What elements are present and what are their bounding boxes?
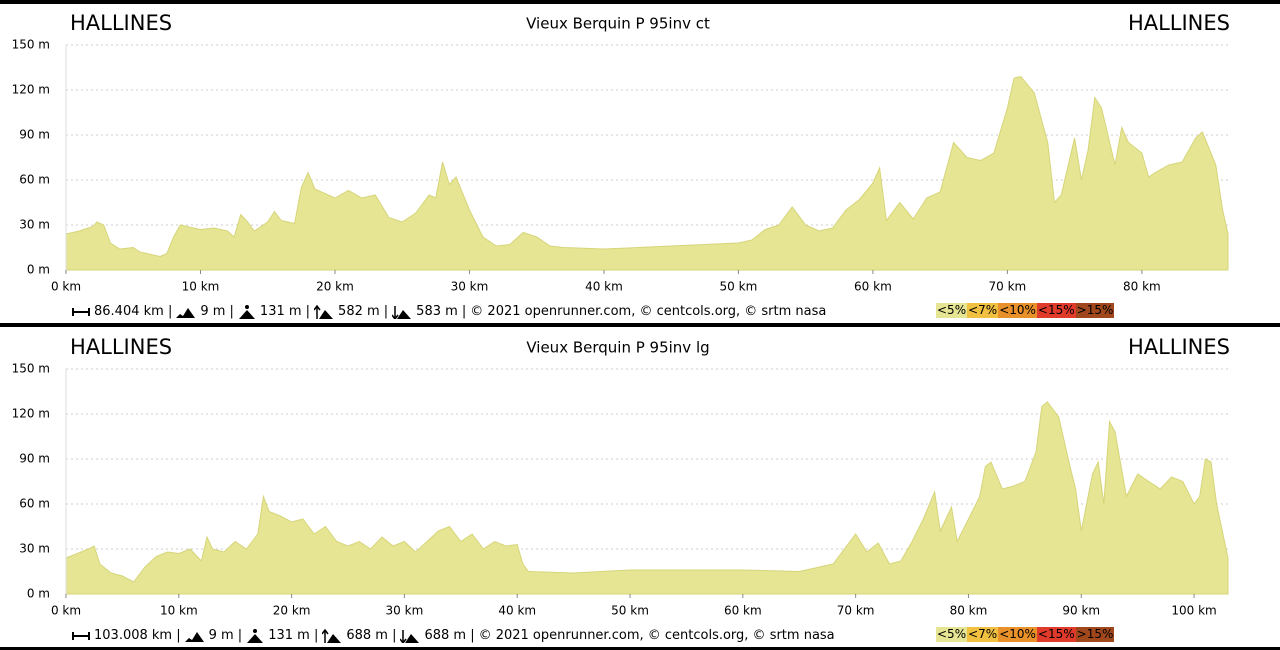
legend-entry: >15% [1075,303,1115,318]
start-label: HALLINES [70,335,172,359]
min: 9 m | [208,628,243,643]
legend-entry: >15% [1075,627,1115,642]
y-tick-label: 0 m [27,587,50,601]
descent: 583 m | [416,304,467,319]
y-tick-label: 30 m [19,218,50,232]
x-tick-label: 100 km [1171,604,1216,618]
x-tick-label: 10 km [160,604,198,618]
x-tick-label: 60 km [724,604,762,618]
y-tick-label: 120 m [12,83,50,97]
footer: 103.008 km | 9 m | 131 m | 688 m | 688 m… [72,628,835,643]
x-tick-label: 90 km [1062,604,1100,618]
x-tick-label: 80 km [1123,280,1161,294]
x-tick-label: 20 km [273,604,311,618]
border [0,323,1280,327]
descent-icon [400,629,420,643]
max-icon [238,304,255,319]
max-icon [247,628,264,643]
y-tick-label: 120 m [12,407,50,421]
credits: © 2021 openrunner.com, © centcols.org, ©… [478,628,835,643]
x-tick-label: 50 km [611,604,649,618]
legend-entry: <5% [936,627,968,642]
max: 131 m | [259,304,311,319]
chart-title: Vieux Berquin P 95inv lg [526,339,709,357]
distance-icon [72,631,90,640]
legend-entry: <5% [936,303,968,318]
x-tick-label: 0 km [51,604,81,618]
min-icon [176,307,196,318]
footer: 86.404 km | 9 m | 131 m | 582 m | 583 m … [72,304,826,319]
elevation-area [65,401,1229,595]
distance-icon [72,307,90,316]
ascent-icon [322,628,342,643]
y-tick-label: 60 m [19,173,50,187]
legend-entry: <10% [998,627,1037,642]
legend-entry: <15% [1036,303,1076,318]
y-tick-label: 0 m [27,263,50,277]
y-tick-label: 90 m [19,452,50,466]
x-tick-label: 10 km [182,280,220,294]
start-label: HALLINES [70,11,172,35]
end-label: HALLINES [1128,11,1230,35]
min: 9 m | [200,304,234,319]
descent-icon [392,305,412,319]
y-tick-label: 30 m [19,542,50,556]
legend-entry: <10% [998,303,1037,318]
x-tick-label: 30 km [386,604,424,618]
ascent: 688 m | [346,628,397,643]
legend-entry: <7% [967,627,999,642]
border [0,0,1280,4]
x-tick-label: 40 km [585,280,623,294]
x-tick-label: 60 km [854,280,892,294]
border [0,647,1280,650]
x-tick-label: 20 km [316,280,354,294]
min-icon [184,631,204,642]
x-tick-label: 70 km [989,280,1027,294]
chart-title: Vieux Berquin P 95inv ct [526,15,710,33]
descent: 688 m | [424,628,475,643]
x-tick-label: 0 km [51,280,81,294]
end-label: HALLINES [1128,335,1230,359]
y-tick-label: 150 m [12,38,50,52]
legend: <5% <7% <10% <15% >15% [936,303,1115,318]
legend-entry: <7% [967,303,999,318]
x-tick-label: 30 km [451,280,489,294]
x-tick-label: 80 km [950,604,988,618]
legend-entry: <15% [1036,627,1076,642]
x-tick-label: 70 km [837,604,875,618]
distance: 103.008 km | [94,628,181,643]
max: 131 m | [268,628,319,643]
legend: <5% <7% <10% <15% >15% [936,627,1115,642]
credits: © 2021 openrunner.com, © centcols.org, ©… [470,304,827,319]
ascent: 582 m | [338,304,389,319]
y-tick-label: 60 m [19,497,50,511]
y-tick-label: 150 m [12,362,50,376]
ascent-icon [314,304,334,319]
elevation-area [65,75,1229,271]
x-tick-label: 40 km [498,604,536,618]
x-tick-label: 50 km [720,280,758,294]
distance: 86.404 km | [94,304,173,319]
y-tick-label: 90 m [19,128,50,142]
